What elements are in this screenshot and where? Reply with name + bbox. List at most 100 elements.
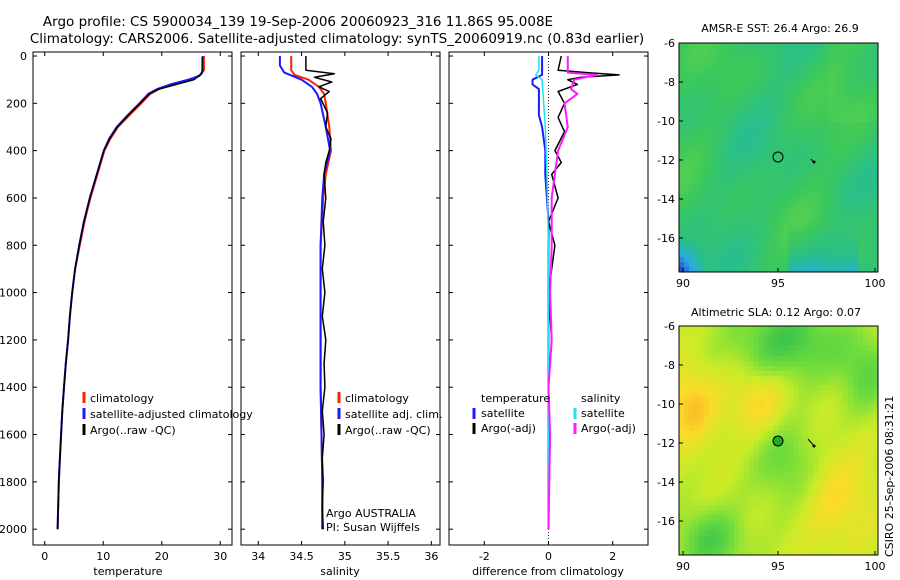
- map-cell: [748, 172, 754, 178]
- map-cell: [828, 87, 834, 94]
- map-cell: [753, 365, 759, 372]
- map-cell: [813, 340, 819, 347]
- map-cell: [758, 350, 764, 357]
- map-cell: [723, 335, 730, 342]
- map-cell: [763, 435, 769, 441]
- map-cell: [698, 460, 705, 466]
- map-cell: [838, 545, 844, 551]
- map-cell: [838, 92, 844, 99]
- map-cell: [818, 340, 824, 347]
- map-cell: [828, 92, 834, 99]
- map-cell: [818, 440, 824, 446]
- map-cell: [823, 172, 829, 178]
- map-cell: [818, 410, 824, 416]
- map-cell: [703, 385, 710, 392]
- map-cell: [743, 192, 749, 198]
- temperature-legend: climatology satellite-adjusted climatolo…: [82, 392, 253, 437]
- map-cell: [858, 227, 864, 233]
- map-cell: [813, 400, 819, 406]
- map-cell: [753, 222, 759, 228]
- map-cell: [733, 400, 739, 406]
- map-cell: [693, 87, 700, 94]
- map-cell: [783, 470, 789, 476]
- map-cell: [763, 330, 769, 337]
- map-cell: [778, 495, 784, 501]
- map-cell: [723, 262, 730, 268]
- map-cell: [818, 390, 824, 396]
- map-cell: [828, 355, 834, 362]
- map-cell: [838, 152, 844, 158]
- map-cell: [778, 112, 784, 118]
- map-cell: [683, 207, 690, 213]
- map-cell: [848, 187, 854, 193]
- map-cell: [753, 385, 759, 392]
- map-cell: [718, 157, 725, 163]
- map-cell: [833, 440, 839, 446]
- map-cell: [843, 62, 849, 69]
- map-cell: [793, 167, 799, 173]
- map-cell: [813, 365, 819, 372]
- map-cell: [698, 132, 705, 138]
- map-cell: [798, 147, 804, 153]
- map-cell: [683, 335, 690, 342]
- map-cell: [758, 132, 764, 138]
- map-cell: [818, 172, 824, 178]
- map-cell: [798, 515, 804, 521]
- map-cell: [713, 470, 720, 476]
- map-cell: [798, 67, 804, 74]
- legend-header-salinity: salinity: [581, 392, 621, 405]
- map-cell: [718, 530, 725, 536]
- map-cell: [818, 540, 824, 546]
- map-cell: [698, 207, 705, 213]
- map-cell: [679, 520, 685, 526]
- map-cell: [868, 62, 874, 69]
- map-cell: [843, 515, 849, 521]
- map-cell: [728, 157, 735, 163]
- map-cell: [733, 415, 739, 421]
- map-cell: [828, 505, 834, 511]
- map-cell: [838, 62, 844, 69]
- map-cell: [858, 92, 864, 99]
- map-cell: [833, 375, 839, 382]
- map-cell: [873, 515, 879, 521]
- map-cell: [718, 202, 725, 208]
- map-cell: [763, 525, 769, 531]
- map-cell: [718, 490, 725, 496]
- map-cell: [718, 550, 725, 556]
- map-cell: [693, 500, 700, 506]
- map-cell: [748, 92, 754, 99]
- map-cell: [738, 207, 744, 213]
- map-cell: [768, 72, 774, 79]
- map-cell: [768, 67, 774, 74]
- map-cell: [868, 450, 874, 456]
- map-cell: [848, 415, 854, 421]
- map-cell: [808, 87, 814, 94]
- map-cell: [803, 187, 809, 193]
- map-cell: [738, 350, 744, 357]
- map-cell: [733, 142, 739, 148]
- map-cell: [863, 435, 869, 441]
- map-cell: [828, 252, 834, 258]
- map-cell: [743, 92, 749, 99]
- map-cell: [708, 465, 715, 471]
- map-cell: [838, 197, 844, 203]
- map-cell: [733, 535, 739, 541]
- map-cell: [683, 360, 690, 367]
- map-cell: [818, 430, 824, 436]
- map-cell: [843, 405, 849, 411]
- map-cell: [793, 490, 799, 496]
- map-cell: [818, 445, 824, 451]
- map-cell: [858, 202, 864, 208]
- x-tick-label: 2: [609, 550, 616, 563]
- map-cell: [843, 152, 849, 158]
- map-cell: [708, 475, 715, 481]
- map-cell: [858, 212, 864, 218]
- map-cell: [798, 207, 804, 213]
- map-cell: [863, 450, 869, 456]
- map-cell: [868, 252, 874, 258]
- map-cell: [683, 340, 690, 347]
- map-cell: [683, 217, 690, 223]
- map-cell: [833, 92, 839, 99]
- map-cell: [768, 435, 774, 441]
- map-cell: [753, 435, 759, 441]
